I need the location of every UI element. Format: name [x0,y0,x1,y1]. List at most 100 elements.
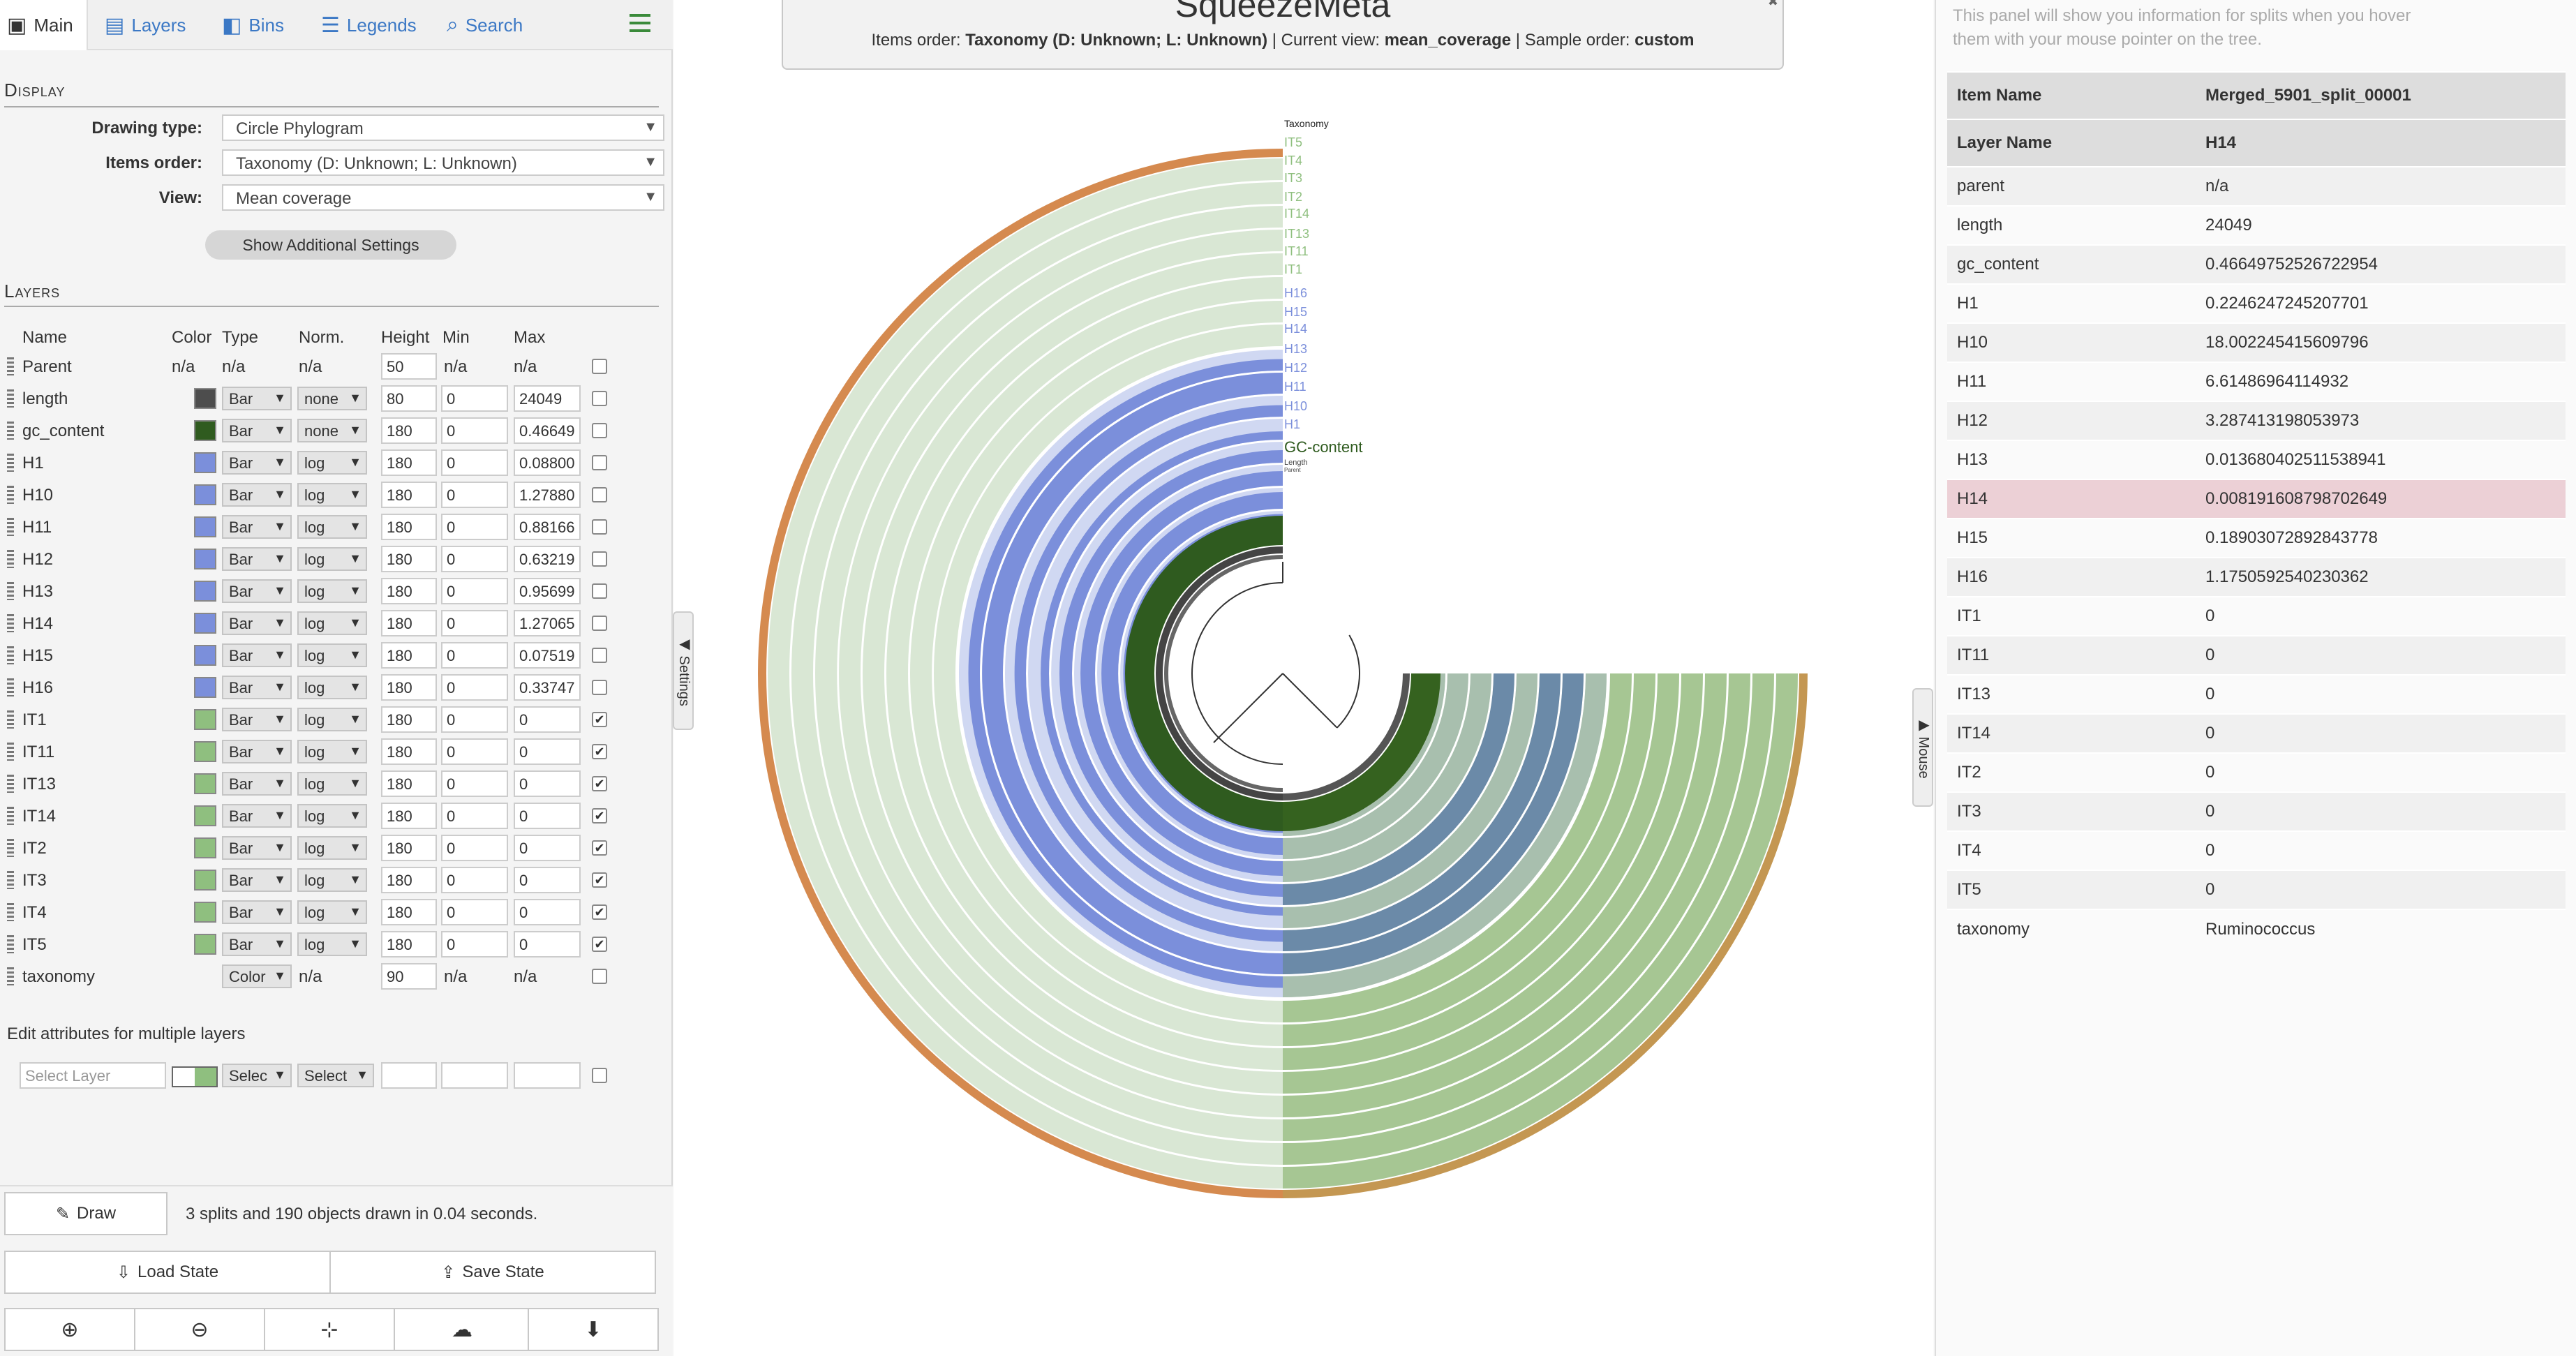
zoom-in-button[interactable]: ⊕ [4,1308,135,1351]
drag-handle-icon[interactable] [7,422,14,440]
layer-color-swatch[interactable] [194,870,216,891]
bulk-checkbox[interactable] [592,1068,607,1083]
layer-checkbox[interactable] [592,648,607,663]
layer-norm-select[interactable]: log ▼ [297,740,367,763]
layer-height-input[interactable]: 180 [381,803,437,829]
gc-content-bar-split-2[interactable] [1283,673,1440,831]
items-order-select[interactable]: Taxonomy (D: Unknown; L: Unknown) ▼ [222,149,664,176]
layer-checkbox[interactable] [592,519,607,535]
layer-max-input[interactable]: 0.46649 [514,417,581,444]
layer-height-input[interactable]: 180 [381,578,437,604]
bulk-height-input[interactable] [381,1062,437,1089]
layer-min-input[interactable]: 0 [441,578,508,604]
layer-min-input[interactable]: 0 [441,482,508,508]
layer-max-input[interactable]: 0.08800 [514,449,581,476]
layer-checkbox[interactable]: ✔ [592,904,607,920]
tab-bins[interactable]: ◧ Bins [222,0,284,50]
layer-min-input[interactable]: 0 [441,899,508,925]
layer-norm-select[interactable]: log ▼ [297,868,367,892]
layer-color-swatch[interactable] [194,934,216,955]
layer-color-swatch[interactable] [194,741,216,762]
bulk-max-input[interactable] [514,1062,581,1089]
drag-handle-icon[interactable] [7,454,14,472]
layer-checkbox[interactable]: ✔ [592,840,607,856]
layer-norm-select[interactable]: log ▼ [297,772,367,796]
layer-height-input[interactable]: 90 [381,963,437,990]
tab-main[interactable]: ▣ Main [0,0,88,50]
download-svg-button[interactable]: ☁ [394,1308,530,1351]
layer-h10-bar-split-2[interactable] [1283,673,1468,859]
drag-handle-icon[interactable] [7,678,14,696]
layer-checkbox[interactable]: ✔ [592,808,607,824]
layer-color-swatch[interactable] [194,773,216,794]
layer-type-select[interactable]: Bar ▼ [222,708,292,731]
load-state-button[interactable]: ⇩ Load State [4,1251,331,1294]
layer-max-input[interactable]: 0.63219 [514,546,581,572]
layer-max-input[interactable]: 0 [514,803,581,829]
layer-checkbox[interactable]: ✔ [592,776,607,791]
tab-legends[interactable]: ☰ Legends [321,0,417,50]
layer-checkbox[interactable]: ✔ [592,937,607,952]
layer-h13-bar-split-2[interactable] [1283,673,1538,928]
center-button[interactable]: ⊹ [264,1308,395,1351]
hamburger-menu-icon[interactable] [630,14,650,33]
layer-checkbox[interactable] [592,423,607,438]
drag-handle-icon[interactable] [7,614,14,632]
layer-color-swatch[interactable] [194,613,216,634]
layer-checkbox[interactable] [592,551,607,567]
layer-min-input[interactable]: 0 [441,835,508,861]
layer-type-select[interactable]: Bar ▼ [222,836,292,860]
layer-max-input[interactable]: 0.88166 [514,514,581,540]
layer-max-input[interactable]: 0 [514,867,581,893]
layer-color-swatch[interactable] [194,452,216,473]
layer-height-input[interactable]: 180 [381,482,437,508]
layer-type-select[interactable]: Bar ▼ [222,740,292,763]
drag-handle-icon[interactable] [7,389,14,408]
layer-checkbox[interactable] [592,616,607,631]
layer-color-swatch[interactable] [194,837,216,858]
bulk-norm-select[interactable]: Select ▼ [297,1064,374,1087]
layer-min-input[interactable]: 0 [441,514,508,540]
drag-handle-icon[interactable] [7,935,14,953]
layer-type-select[interactable]: Bar ▼ [222,611,292,635]
layer-max-input[interactable]: 0.33747 [514,674,581,701]
drag-handle-icon[interactable] [7,743,14,761]
layer-min-input[interactable]: 0 [441,867,508,893]
layer-height-input[interactable]: 180 [381,449,437,476]
layer-min-input[interactable]: 0 [441,706,508,733]
tab-search[interactable]: ⌕ Search [447,0,523,50]
color-picker-swatch[interactable] [172,1066,218,1087]
layer-type-select[interactable]: Bar ▼ [222,676,292,699]
layer-min-input[interactable]: 0 [441,610,508,636]
layer-height-input[interactable]: 180 [381,514,437,540]
layer-color-swatch[interactable] [194,388,216,409]
drag-handle-icon[interactable] [7,871,14,889]
layer-h11-bar-split-2[interactable] [1283,673,1491,882]
mouse-toggle-tab[interactable]: ▶ Mouse [1912,688,1933,807]
layer-it1-bar-split-2[interactable] [1283,673,1632,1022]
layer-checkbox[interactable] [592,487,607,502]
drag-handle-icon[interactable] [7,518,14,536]
layer-checkbox[interactable] [592,391,607,406]
save-svg-button[interactable]: ⬇ [528,1308,659,1351]
layer-norm-select[interactable]: log ▼ [297,804,367,828]
layer-norm-select[interactable]: log ▼ [297,676,367,699]
select-layer-input[interactable]: Select Layer [20,1062,166,1089]
layer-type-select[interactable]: Bar ▼ [222,643,292,667]
layer-h15-bar-split-2[interactable] [1283,673,1584,974]
layer-min-input[interactable]: 0 [441,642,508,669]
layer-type-select[interactable]: Bar ▼ [222,483,292,507]
layer-min-input[interactable]: 0 [441,674,508,701]
layer-checkbox[interactable]: ✔ [592,744,607,759]
drawing-type-select[interactable]: Circle Phylogram ▼ [222,114,664,141]
layer-min-input[interactable]: 0 [441,385,508,412]
layer-type-select[interactable]: Bar ▼ [222,419,292,442]
layer-height-input[interactable]: 80 [381,385,437,412]
layer-max-input[interactable]: 1.27880 [514,482,581,508]
tab-layers[interactable]: ▤ Layers [105,0,186,50]
layer-norm-select[interactable]: log ▼ [297,900,367,924]
layer-min-input[interactable]: 0 [441,546,508,572]
layer-min-input[interactable]: 0 [441,738,508,765]
layer-type-select[interactable]: Bar ▼ [222,451,292,475]
drag-handle-icon[interactable] [7,357,14,375]
